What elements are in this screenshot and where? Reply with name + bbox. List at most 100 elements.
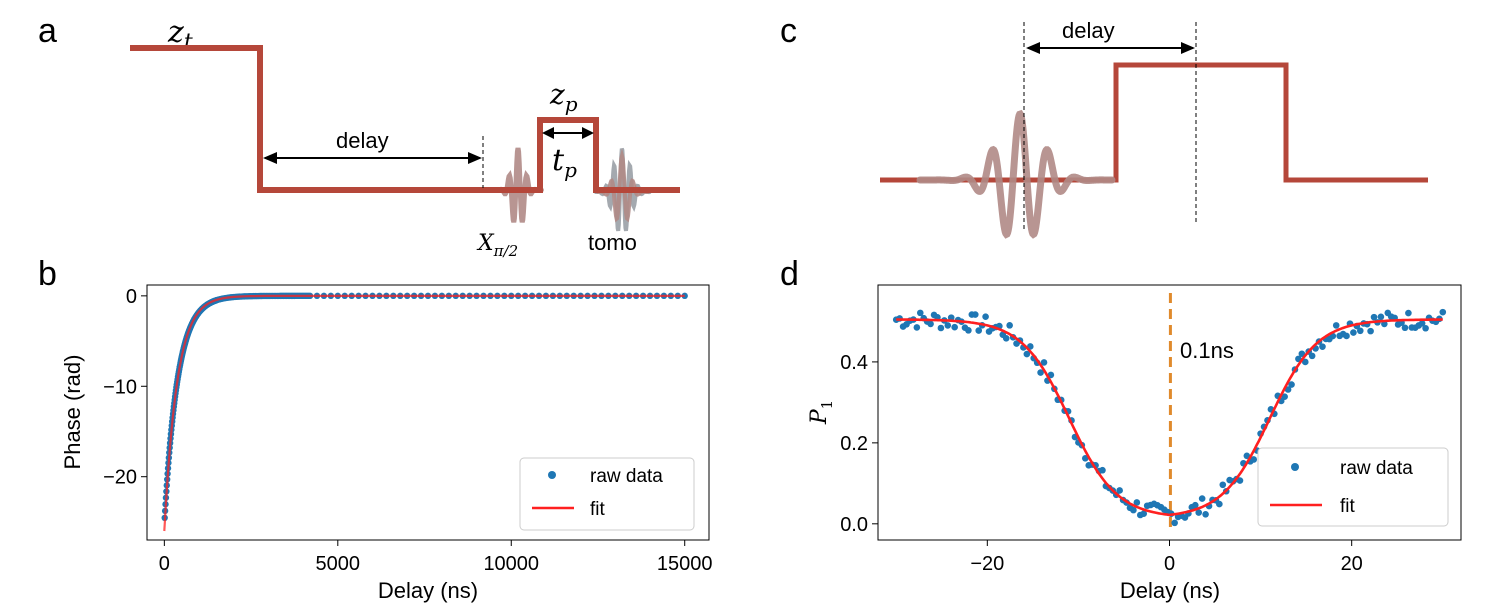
raw-data-point [982, 313, 989, 321]
raw-data-point [1191, 501, 1199, 509]
x-tick-label: 20 [1341, 553, 1363, 575]
raw-data-point [1343, 332, 1350, 340]
panel-a-label: a [38, 12, 57, 50]
raw-data-point [916, 309, 924, 317]
raw-data-point [1308, 352, 1316, 360]
plot-b-frame [146, 284, 710, 541]
x-tick-label: 5000 [316, 553, 361, 575]
plot-b-legend: raw data fit [519, 457, 695, 531]
raw-data-point [1216, 500, 1223, 508]
raw-data-point [1356, 327, 1364, 335]
panel-d: d −20 0 20 0.0 0.2 0.4 0.1ns Delay (ns) P1 ra… [780, 255, 1462, 603]
raw-data-point [1140, 510, 1148, 518]
raw-data-point [951, 323, 958, 331]
raw-data-point [1219, 481, 1227, 489]
raw-data-point [1319, 343, 1326, 350]
raw-data-point [1195, 509, 1203, 516]
raw-data-point [947, 314, 955, 321]
raw-data-point [965, 327, 972, 334]
legend-fit-label: fit [1340, 496, 1356, 517]
legend-raw-label: raw data [1340, 458, 1413, 479]
x-tick-label: 15000 [657, 553, 713, 575]
raw-data-point [1405, 309, 1412, 317]
panel-b-label: b [38, 255, 57, 293]
delay-annotation: 0.1ns [1180, 338, 1234, 363]
tomo-label: tomo [588, 230, 637, 255]
raw-data-point [1130, 506, 1137, 514]
flux-pulse-c [880, 62, 1428, 183]
delay-label-a: delay [336, 128, 389, 153]
qubit-drive-waveform [916, 109, 1116, 239]
raw-data-point [971, 311, 979, 318]
raw-data-point [1133, 499, 1141, 506]
raw-data-point [1439, 308, 1447, 316]
panel-a: a zt delay zp tp Xπ/2 tomo [38, 12, 680, 260]
waveform-trace [916, 109, 1116, 239]
panel-b: b 0 5000 10000 15000 0 −10 −20 Delay (ns) Phas… [38, 255, 713, 603]
waveform-trace [596, 148, 650, 223]
raw-data-point [1367, 327, 1374, 335]
raw-data-point [1099, 466, 1106, 474]
x-tick-label: −20 [970, 553, 1004, 575]
y-tick-label: 0 [126, 286, 137, 308]
plot-d-ylabel: P1 [807, 400, 836, 425]
plot-d-ticks: −20 0 20 0.0 0.2 0.4 [840, 352, 1363, 575]
x-pulse-waveform [491, 147, 544, 223]
raw-data-point [1081, 454, 1089, 462]
raw-data-point [1281, 393, 1288, 400]
tp-label: tp [552, 143, 577, 182]
fit-line [896, 318, 1443, 517]
raw-data-point [1250, 456, 1258, 463]
raw-data-point [681, 292, 688, 300]
delay-label-c: delay [1062, 18, 1115, 43]
plot-d-legend: raw data fit [1257, 447, 1449, 527]
legend-box [519, 457, 695, 531]
flux-pulse-sequence [130, 45, 680, 193]
legend-raw-marker [548, 471, 556, 479]
raw-data-point [1332, 322, 1340, 329]
raw-data-point [1301, 358, 1309, 366]
waveform-trace [491, 147, 544, 223]
raw-data-point [1040, 359, 1048, 366]
zt-label: zt [167, 15, 193, 55]
panel-c-label: c [780, 12, 797, 50]
fit-line [163, 294, 685, 532]
raw-data-point [1002, 335, 1010, 342]
raw-data-point [1284, 386, 1292, 393]
x-tick-label: 0 [159, 553, 170, 575]
delay-arrow-a [263, 152, 482, 164]
raw-data-point [1298, 350, 1306, 358]
raw-data-point [937, 324, 945, 332]
raw-data-point [1370, 313, 1378, 321]
y-tick-label: 0.4 [840, 352, 868, 374]
raw-data-point [1422, 324, 1429, 332]
x-tick-label: 10000 [483, 553, 539, 575]
legend-fit-label: fit [590, 499, 606, 520]
raw-data-point [913, 324, 921, 331]
legend-raw-marker [1291, 463, 1299, 471]
raw-data-point [1350, 329, 1357, 336]
raw-data-point [944, 322, 952, 329]
raw-data-point [1418, 319, 1426, 327]
plot-b-xlabel: Delay (ns) [378, 578, 478, 603]
delay-arrow-c [1026, 42, 1195, 54]
legend-raw-label: raw data [590, 466, 663, 487]
raw-data-point [1377, 313, 1385, 321]
zp-label: zp [549, 78, 578, 116]
panel-c: c delay [780, 12, 1428, 239]
plot-d-xlabel: Delay (ns) [1120, 578, 1220, 603]
tp-arrow [542, 127, 594, 139]
raw-data-point [1116, 487, 1123, 494]
y-tick-label: 0.2 [840, 433, 868, 455]
raw-data-point [927, 320, 934, 328]
x-tick-label: 0 [1164, 553, 1175, 575]
raw-data-point [1198, 495, 1206, 502]
y-tick-label: −10 [103, 376, 137, 398]
plot-b-ticks: 0 5000 10000 15000 0 −10 −20 [103, 286, 712, 575]
raw-data-point [1288, 381, 1295, 388]
plot-b-data [161, 292, 688, 532]
x-pi-2-label: Xπ/2 [476, 231, 518, 260]
raw-data-point [975, 327, 983, 334]
y-tick-label: 0.0 [840, 514, 868, 536]
